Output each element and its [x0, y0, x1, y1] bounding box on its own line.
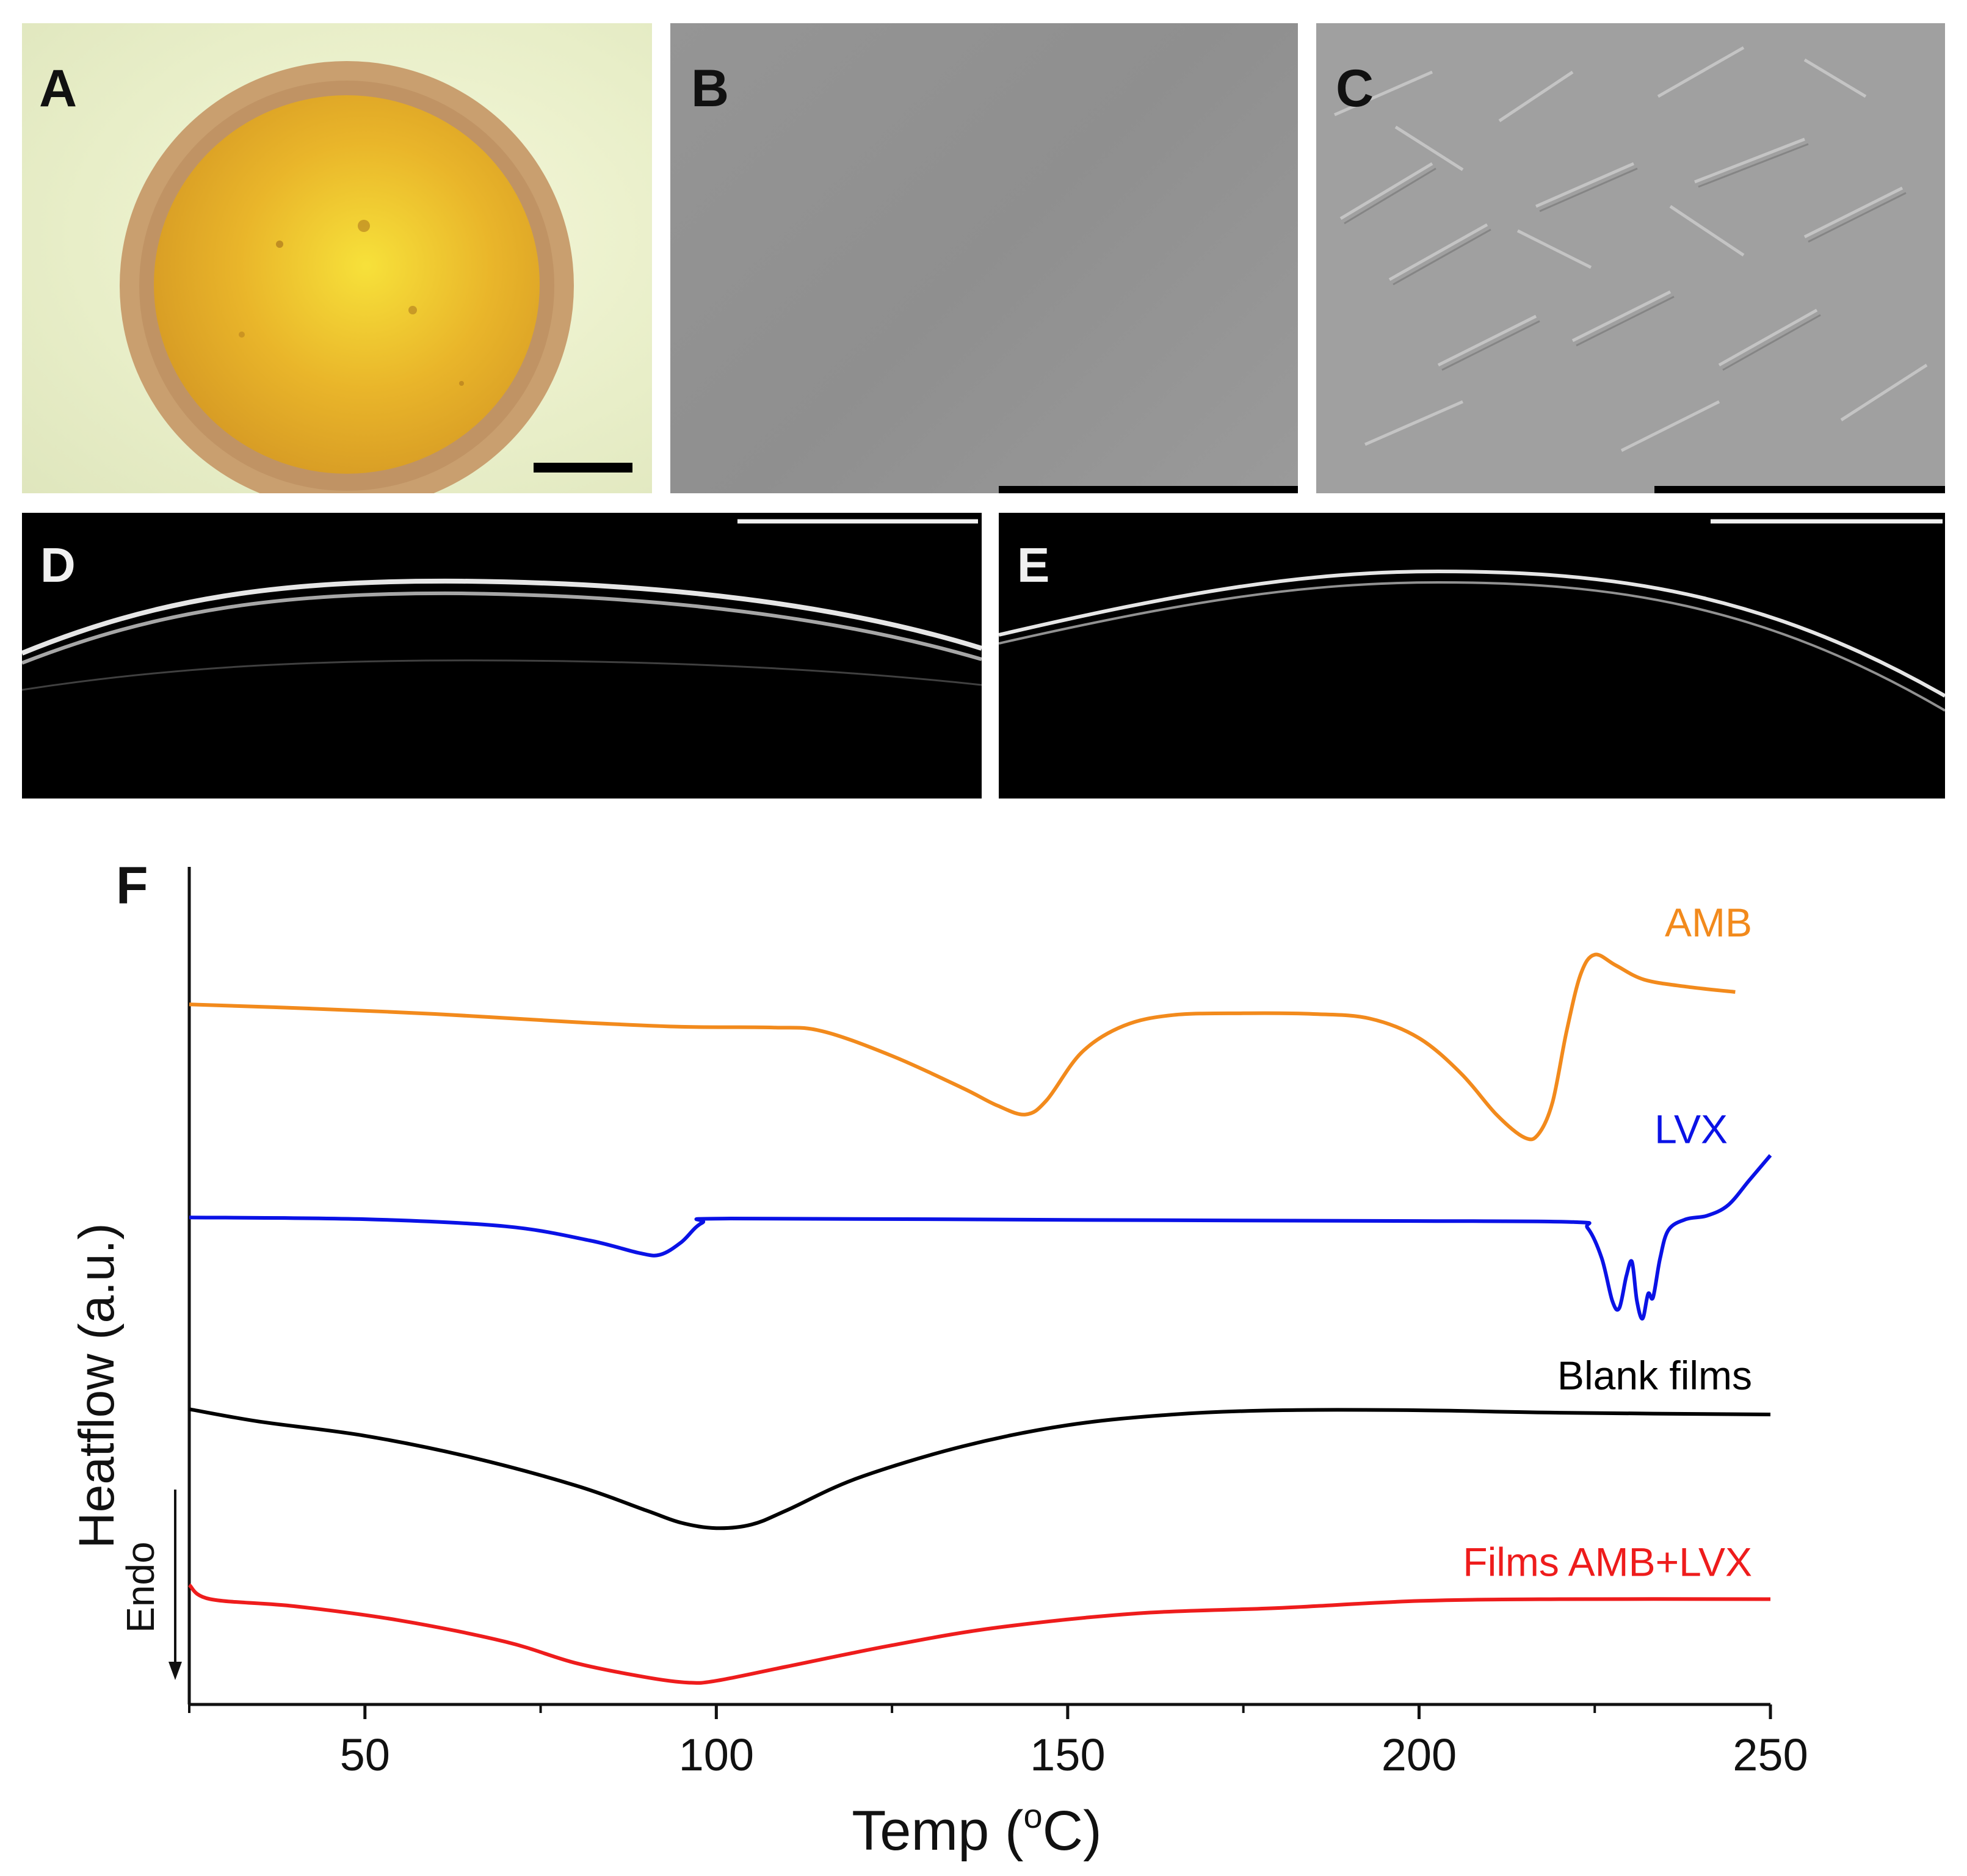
- series-line-blank-films: [189, 1407, 1771, 1530]
- panel-a-micrograph: A: [22, 23, 652, 493]
- dsc-chart: F Heatflow (a.u.) Endo 50 100 150 200 250 AM…: [69, 857, 1808, 1862]
- panel-f-dsc-chart: F Heatflow (a.u.) Endo 50 100 150 200 250 AM…: [0, 818, 1967, 1876]
- film-disc-image: [120, 61, 632, 493]
- x-tick-label-150: 150: [1030, 1729, 1105, 1780]
- film-body: [154, 95, 540, 474]
- panel-label-a: A: [39, 59, 78, 118]
- panel-label-b: B: [691, 59, 730, 118]
- panel-d-oct-scan: D: [22, 513, 982, 799]
- scale-bar: [999, 486, 1298, 493]
- x-tick-label-200: 200: [1382, 1729, 1457, 1780]
- endo-arrow-head-icon: [168, 1662, 182, 1680]
- crystal-texture: [1333, 46, 1928, 452]
- oct-cross-section: [22, 519, 982, 691]
- panel-label-e: E: [1017, 538, 1050, 592]
- panel-label-d: D: [40, 538, 76, 592]
- panel-label-c: C: [1336, 59, 1374, 118]
- x-axis-label: Temp (oC): [852, 1797, 1101, 1862]
- oct-cross-section: [999, 519, 1945, 712]
- panel-label-f: F: [116, 857, 148, 915]
- y-axis-label: Heatflow (a.u.): [69, 1223, 125, 1548]
- series-label-amb: AMB: [1665, 900, 1752, 945]
- endo-label: Endo: [118, 1541, 162, 1632]
- series-line-amb: [189, 952, 1736, 1142]
- x-tick-label-100: 100: [679, 1729, 754, 1780]
- panel-c-micrograph: C: [1316, 23, 1945, 493]
- series-line-lvx: [189, 1154, 1772, 1320]
- series-line-films-amb-lvx: [187, 1583, 1771, 1685]
- series-label-blank-films: Blank films: [1557, 1353, 1752, 1398]
- series-label-lvx: LVX: [1654, 1106, 1728, 1151]
- panel-e-oct-scan: E: [999, 513, 1945, 799]
- x-tick-label-250: 250: [1733, 1729, 1808, 1780]
- series-label-films-amb-lvx: Films AMB+LVX: [1463, 1539, 1752, 1584]
- panel-b-micrograph: B: [670, 23, 1298, 493]
- x-tick-label-50: 50: [340, 1729, 390, 1780]
- scale-bar: [1654, 486, 1945, 493]
